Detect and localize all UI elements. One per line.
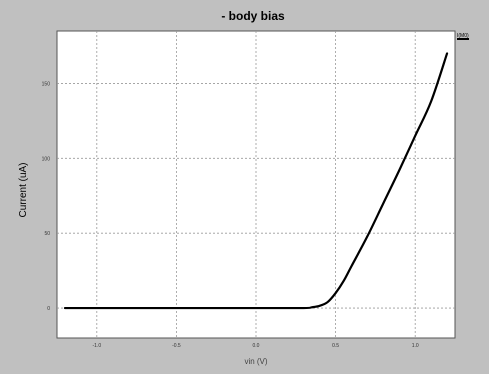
y-tick-label-1: 50 bbox=[44, 231, 50, 237]
y-tick-label-3: 150 bbox=[42, 81, 51, 87]
legend-label-0: I(M0) bbox=[457, 33, 469, 39]
y-axis-label: Current (uA) bbox=[18, 162, 29, 217]
x-axis-label: vin (V) bbox=[244, 357, 267, 366]
x-tick-label-0: -1.0 bbox=[92, 343, 101, 349]
x-tick-label-2: 0.0 bbox=[253, 343, 260, 349]
legend: I(M0) bbox=[457, 33, 469, 40]
x-tick-label-1: -0.5 bbox=[172, 343, 181, 349]
x-tick-label-4: 1.0 bbox=[412, 343, 419, 349]
tick-labels: -1.0 -0.5 0.0 0.5 1.0 0 50 100 150 bbox=[42, 81, 419, 349]
x-tick-label-3: 0.5 bbox=[332, 343, 339, 349]
grid bbox=[57, 31, 455, 338]
y-tick-label-2: 100 bbox=[42, 156, 51, 162]
chart-title: - body bias bbox=[221, 9, 285, 23]
series bbox=[63, 52, 449, 310]
series-line-0 bbox=[63, 52, 449, 310]
y-tick-label-0: 0 bbox=[47, 306, 50, 312]
